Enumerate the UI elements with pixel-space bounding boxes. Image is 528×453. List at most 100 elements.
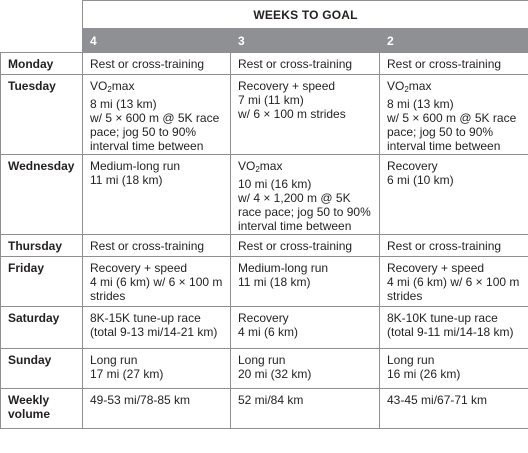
cell-line: w/ 5 × 600 m @ 5K race — [387, 111, 517, 125]
week-header-2: 3 — [230, 28, 380, 53]
cell-line: w/ 5 × 600 m @ 5K race — [90, 111, 220, 125]
day-label: Tuesday — [0, 74, 83, 155]
cell-line: (total 9-13 mi/14-21 km) — [90, 325, 218, 339]
schedule-cell: 8K-15K tune-up race (total 9-13 mi/14-21 … — [82, 306, 231, 349]
vo2-subscript: 2 — [404, 85, 409, 94]
cell-line: Rest or cross-training — [387, 57, 502, 71]
cell-line: Recovery + speed — [387, 261, 485, 275]
cell-line: interval time between — [238, 219, 352, 233]
cell-line: Long run — [90, 353, 138, 367]
cell-line: Recovery — [238, 311, 289, 325]
schedule-cell: 8K-10K tune-up race (total 9-11 mi/14-18 … — [378, 306, 528, 349]
cell-line: w/ 6 × 100 m strides — [238, 107, 346, 121]
day-label: Monday — [0, 52, 83, 75]
schedule-cell: Rest or cross-training — [230, 52, 380, 75]
cell-line: 49-53 mi/78-85 km — [90, 393, 191, 407]
schedule-cell: Recovery 6 mi (10 km) — [378, 154, 528, 235]
vo2-tail: max — [111, 79, 135, 93]
vo2-text: ˙ VO — [90, 76, 108, 94]
vo2max-label: ˙ VO2max — [387, 76, 521, 97]
cell-line: 8 mi (13 km) — [90, 97, 157, 111]
vo2-tail: max — [408, 79, 432, 93]
day-label: Wednesday — [0, 154, 83, 235]
cell-line: strides — [387, 289, 423, 303]
cell-line: (total 9-11 mi/14-18 km) — [387, 325, 514, 339]
schedule-body: Monday Rest or cross-training Rest or cros… — [0, 52, 528, 429]
cell-line: Rest or cross-training — [90, 239, 205, 253]
schedule-cell: Long run 16 mi (26 km) — [378, 348, 528, 389]
cell-line: Medium-long run — [90, 159, 181, 173]
cell-line: Long run — [238, 353, 286, 367]
schedule-cell: Rest or cross-training — [82, 52, 231, 75]
cell-line: interval time between — [387, 139, 501, 153]
table-row: Tuesday ˙ VO2max 8 mi (13 km) w/ 5 × 600 m @… — [0, 74, 528, 155]
schedule-cell: Long run 20 mi (32 km) — [230, 348, 380, 389]
table-row: Sunday Long run 17 mi (27 km) Long run 20 mi… — [0, 348, 528, 389]
schedule-cell: Long run 17 mi (27 km) — [82, 348, 231, 389]
vo2-base: VO — [238, 159, 256, 173]
cell-line: Recovery + speed — [238, 79, 336, 93]
cell-line: interval time between — [90, 139, 204, 153]
cell-line: 43-45 mi/67-71 km — [387, 393, 488, 407]
cell-line: 4 mi (6 km) w/ 6 × 100 m — [90, 275, 223, 289]
day-label: Thursday — [0, 234, 83, 257]
cell-line: 16 mi (26 km) — [387, 367, 461, 381]
vo2-subscript: 2 — [107, 85, 112, 94]
schedule-cell: Medium-long run 11 mi (18 km) — [82, 154, 231, 235]
schedule-cell: Rest or cross-training — [230, 234, 380, 257]
table-row: Weekly volume 49-53 mi/78-85 km 52 mi/84 km… — [0, 388, 528, 429]
table-row: Monday Rest or cross-training Rest or cros… — [0, 52, 528, 75]
schedule-cell: 49-53 mi/78-85 km — [82, 388, 231, 429]
cell-line: Medium-long run — [238, 261, 329, 275]
vo2-base: VO — [387, 79, 405, 93]
cell-line: strides — [90, 289, 126, 303]
schedule-cell: Recovery + speed 4 mi (6 km) w/ 6 × 100 m… — [378, 256, 528, 307]
cell-line: 6 mi (10 km) — [387, 173, 454, 187]
cell-line: 7 mi (11 km) — [238, 93, 304, 107]
day-label: Sunday — [0, 348, 83, 389]
cell-line: 8 mi (13 km) — [387, 97, 454, 111]
schedule-cell: Rest or cross-training — [82, 234, 231, 257]
vo2-text: ˙ VO — [387, 76, 405, 94]
cell-line: Recovery + speed — [90, 261, 188, 275]
cell-line: w/ 4 × 1,200 m @ 5K — [238, 191, 351, 205]
cell-line: Rest or cross-training — [238, 57, 353, 71]
cell-line: 4 mi (6 km) — [238, 325, 298, 339]
dot-accent-icon: ˙ — [394, 74, 398, 82]
vo2max-label: ˙ VO2max — [238, 156, 372, 177]
cell-line: 52 mi/84 km — [238, 393, 304, 407]
cell-line: 11 mi (18 km) — [238, 275, 311, 289]
day-label: Weekly volume — [0, 388, 83, 429]
cell-line: 8K-15K tune-up race — [90, 311, 201, 325]
schedule-cell: Medium-long run 11 mi (18 km) — [230, 256, 380, 307]
week-header-1: 4 — [82, 28, 231, 53]
cell-line: Long run — [387, 353, 435, 367]
cell-line: 4 mi (6 km) w/ 6 × 100 m — [387, 275, 520, 289]
cell-line: 11 mi (18 km) — [90, 173, 163, 187]
vo2max-label: ˙ VO2max — [90, 76, 223, 97]
cell-line: 17 mi (27 km) — [90, 367, 164, 381]
cell-line: race pace; jog 50 to 90% — [238, 205, 371, 219]
schedule-cell: Rest or cross-training — [378, 234, 528, 257]
cell-line: 8K-10K tune-up race — [387, 311, 498, 325]
vo2-text: ˙ VO — [238, 156, 256, 174]
vo2-tail: max — [259, 159, 283, 173]
schedule-cell: ˙ VO2max 10 mi (16 km) w/ 4 × 1,200 m @ 5K r… — [230, 154, 380, 235]
vo2-subscript: 2 — [255, 165, 260, 174]
cell-line: Recovery — [387, 159, 438, 173]
cell-line: pace; jog 50 to 90% — [387, 125, 494, 139]
cell-line: 20 mi (32 km) — [238, 367, 312, 381]
day-label-line: volume — [8, 407, 51, 421]
cell-line: Rest or cross-training — [90, 57, 205, 71]
training-schedule-table: WEEKS TO GOAL 4 3 2 Monday Rest or cross-… — [0, 0, 528, 429]
vo2-base: VO — [90, 79, 108, 93]
table-row: Friday Recovery + speed 4 mi (6 km) w/ 6 ×… — [0, 256, 528, 307]
schedule-cell: Recovery + speed 4 mi (6 km) w/ 6 × 100 m… — [82, 256, 231, 307]
table-row: Saturday 8K-15K tune-up race (total 9-13 m… — [0, 306, 528, 349]
table-title: WEEKS TO GOAL — [81, 0, 528, 29]
cell-line: Rest or cross-training — [387, 239, 502, 253]
day-label-line: Weekly — [8, 393, 50, 407]
cell-line: pace; jog 50 to 90% — [90, 125, 197, 139]
dot-accent-icon: ˙ — [245, 154, 249, 162]
schedule-cell: ˙ VO2max 8 mi (13 km) w/ 5 × 600 m @ 5K rac… — [82, 74, 231, 155]
